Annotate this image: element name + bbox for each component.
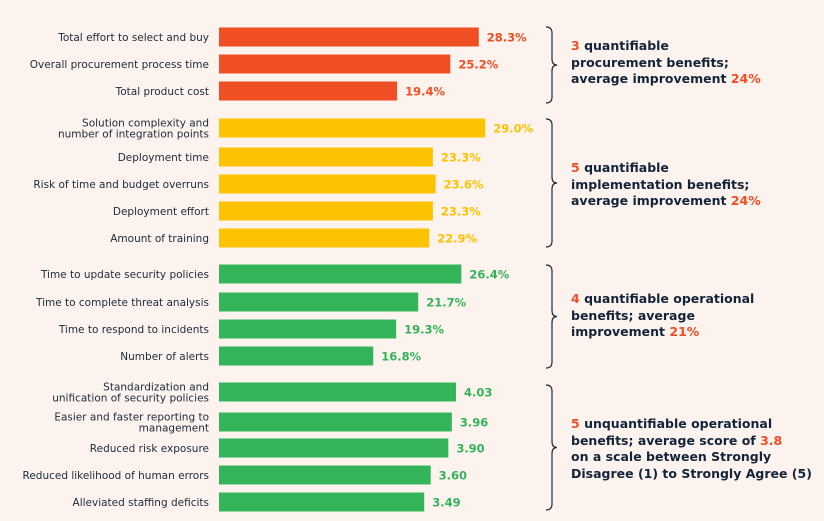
bar-implementation-3 xyxy=(219,201,433,221)
category-label-unquantifiable-3: Reduced likelihood of human errors xyxy=(23,470,210,482)
value-label-operational-0: 26.4% xyxy=(469,268,509,282)
category-label-implementation-4: Amount of training xyxy=(110,233,209,245)
value-label-procurement-0: 28.3% xyxy=(487,31,527,45)
category-label-operational-2: Time to respond to incidents xyxy=(58,324,209,336)
brace-unquantifiable xyxy=(545,384,558,511)
bar-unquantifiable-0 xyxy=(219,382,456,402)
bar-unquantifiable-2 xyxy=(219,438,449,458)
category-label-unquantifiable-4: Alleviated staffing deficits xyxy=(73,497,209,509)
category-label-procurement-0: Total effort to select and buy xyxy=(57,32,209,44)
bar-procurement-2 xyxy=(219,81,398,101)
note-operational-avg: 21% xyxy=(669,324,700,339)
note-unquantifiable: 5 unquantifiable operational benefits; a… xyxy=(571,416,812,481)
value-label-implementation-2: 23.6% xyxy=(444,178,484,192)
bar-operational-1 xyxy=(219,292,419,312)
bar-implementation-2 xyxy=(219,174,436,194)
note-implementation-count: 5 xyxy=(571,160,580,175)
note-implementation: 5 quantifiable implementation benefits; … xyxy=(571,160,761,208)
value-label-operational-1: 21.7% xyxy=(426,296,466,310)
category-label-unquantifiable-1: Easier and faster reporting to management xyxy=(54,412,209,435)
note-procurement: 3 quantifiable procurement benefits; ave… xyxy=(571,38,761,86)
category-label-unquantifiable-2: Reduced risk exposure xyxy=(90,443,209,455)
note-procurement-avg: 24% xyxy=(730,71,761,86)
value-label-procurement-2: 19.4% xyxy=(405,85,445,99)
value-label-unquantifiable-4: 3.49 xyxy=(432,496,460,510)
bar-operational-3 xyxy=(219,346,374,366)
note-unquantifiable-avg: 3.8 xyxy=(760,432,783,448)
bar-implementation-0 xyxy=(219,118,486,138)
brace-operational xyxy=(545,264,558,369)
bar-unquantifiable-3 xyxy=(219,465,431,485)
category-label-unquantifiable-0: Standardization and unification of securi… xyxy=(52,382,209,405)
bar-unquantifiable-4 xyxy=(219,492,425,512)
value-label-implementation-3: 23.3% xyxy=(441,205,481,219)
bar-procurement-0 xyxy=(219,27,479,47)
value-label-unquantifiable-1: 3.96 xyxy=(460,416,488,430)
value-label-unquantifiable-2: 3.90 xyxy=(456,442,484,456)
value-label-unquantifiable-0: 4.03 xyxy=(464,386,492,400)
brace-implementation xyxy=(545,118,558,248)
bar-implementation-1 xyxy=(219,147,433,167)
value-label-implementation-0: 29.0% xyxy=(493,122,533,136)
brace-procurement xyxy=(545,26,558,104)
category-label-operational-3: Number of alerts xyxy=(120,351,209,363)
bar-operational-2 xyxy=(219,319,397,339)
note-procurement-count: 3 xyxy=(571,38,580,53)
value-label-operational-2: 19.3% xyxy=(404,323,444,337)
note-operational-count: 4 xyxy=(571,291,580,306)
category-label-implementation-1: Deployment time xyxy=(118,152,209,164)
category-label-procurement-1: Overall procurement process time xyxy=(30,59,209,71)
category-label-operational-0: Time to update security policies xyxy=(40,269,209,281)
bar-unquantifiable-1 xyxy=(219,412,452,432)
category-label-implementation-2: Risk of time and budget overruns xyxy=(33,179,209,191)
bar-operational-0 xyxy=(219,264,462,284)
note-unquantifiable-count: 5 xyxy=(571,416,580,431)
value-label-unquantifiable-3: 3.60 xyxy=(439,469,467,483)
value-label-procurement-1: 25.2% xyxy=(458,58,498,72)
category-label-implementation-0: Solution complexity and number of integra… xyxy=(58,118,209,141)
value-label-implementation-4: 22.9% xyxy=(437,232,477,246)
value-label-operational-3: 16.8% xyxy=(381,350,421,364)
value-label-implementation-1: 23.3% xyxy=(441,151,481,165)
category-label-procurement-2: Total product cost xyxy=(115,86,209,98)
bar-implementation-4 xyxy=(219,228,430,248)
note-operational: 4 quantifiable operational benefits; ave… xyxy=(571,291,755,339)
category-label-operational-1: Time to complete threat analysis xyxy=(35,297,209,309)
bar-procurement-1 xyxy=(219,54,451,74)
category-label-implementation-3: Deployment effort xyxy=(113,206,209,218)
note-implementation-avg: 24% xyxy=(730,193,761,208)
